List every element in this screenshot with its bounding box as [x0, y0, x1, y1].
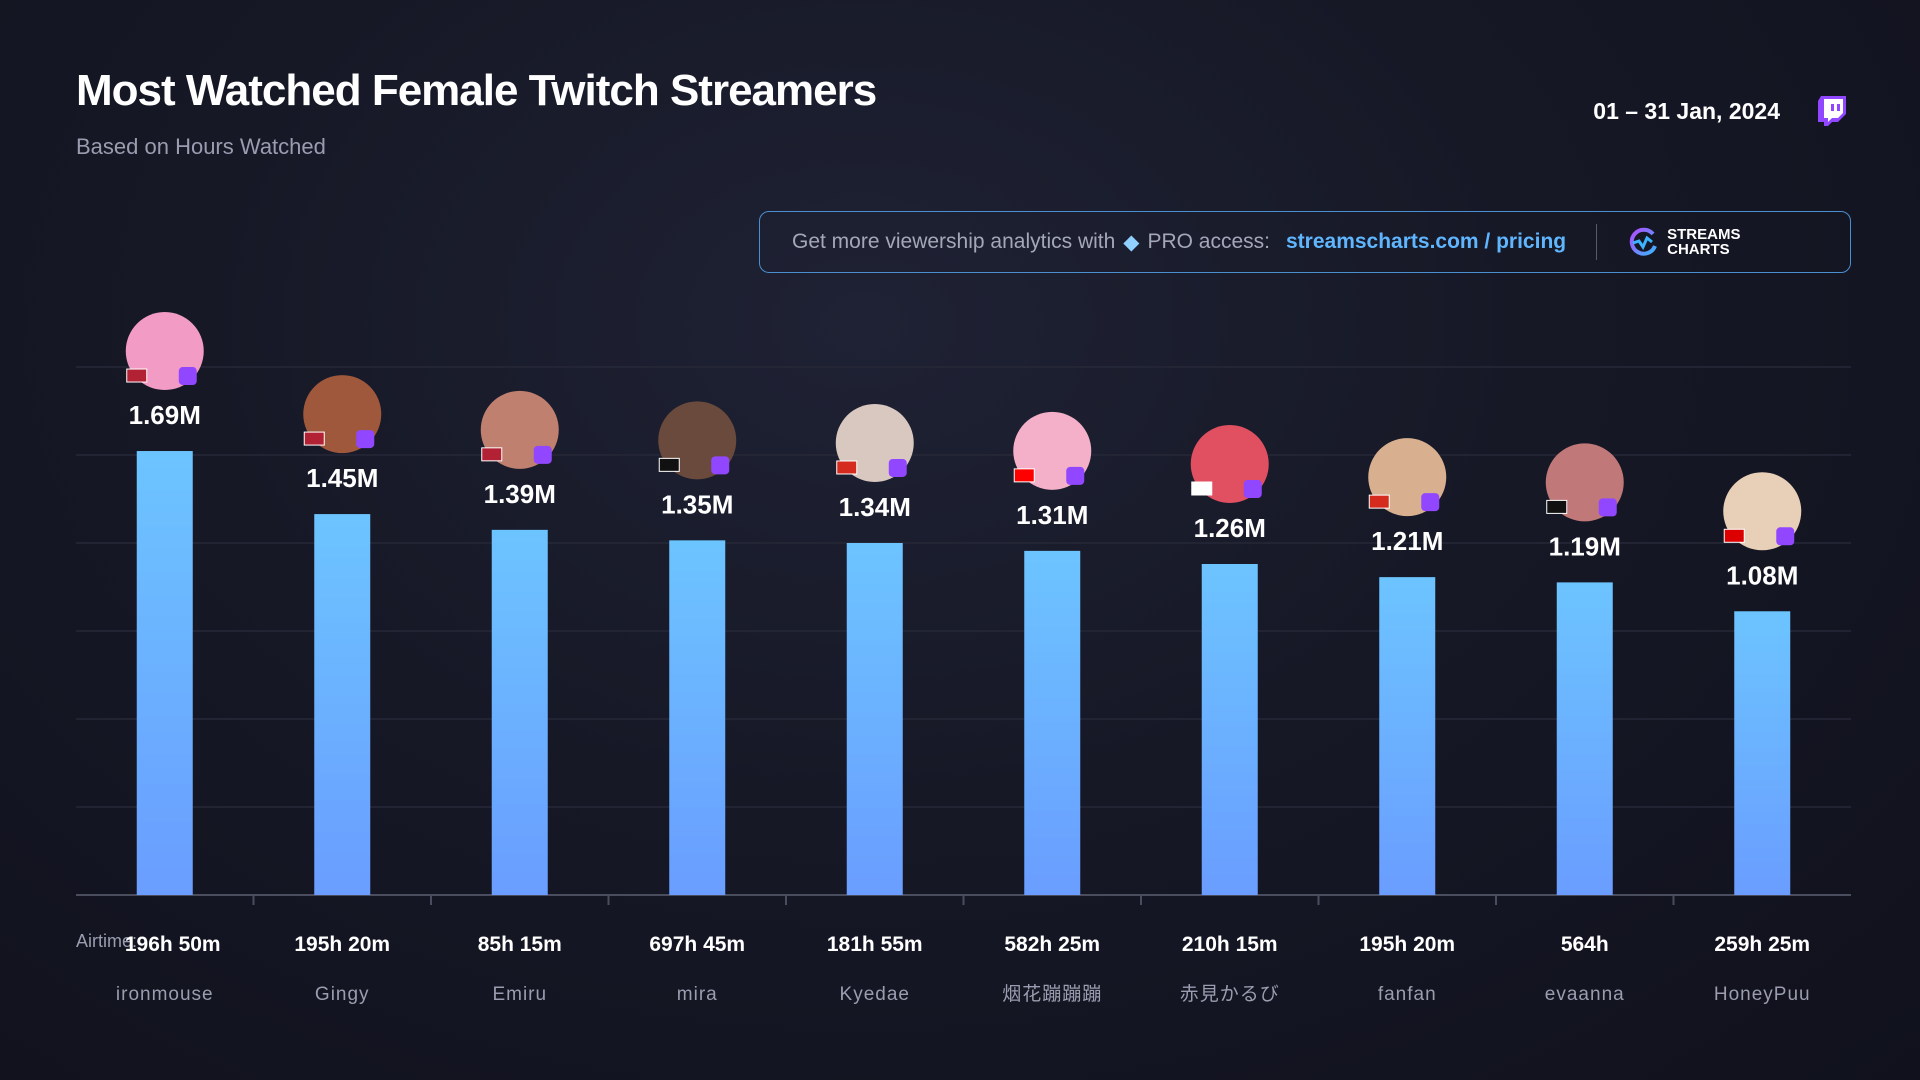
- value-label: 1.19M: [1549, 531, 1621, 561]
- streams-charts-logo: STREAMS CHARTS: [1627, 226, 1740, 258]
- category-label: 赤見かるび: [1180, 983, 1280, 1005]
- twitch-icon: [1818, 96, 1846, 126]
- logo-line2: CHARTS: [1667, 241, 1730, 258]
- value-label: 1.69M: [129, 400, 201, 430]
- category-label: 烟花蹦蹦蹦: [1002, 983, 1102, 1005]
- flag-icon: [1723, 528, 1745, 543]
- flag-icon: [303, 431, 325, 446]
- flag-icon: [1013, 468, 1035, 483]
- twitch-badge-icon: [888, 458, 907, 477]
- date-range: 01 – 31 Jan, 2024: [1593, 98, 1780, 124]
- bar-HoneyPuu[interactable]: [1734, 611, 1791, 895]
- airtime-value: 195h 20m: [294, 933, 390, 956]
- page-title: Most Watched Female Twitch Streamers: [76, 66, 877, 115]
- value-label: 1.31M: [1016, 500, 1088, 530]
- category-label: Kyedae: [840, 984, 910, 1005]
- airtime-value: 259h 25m: [1714, 933, 1810, 956]
- flag-icon: [1368, 494, 1390, 509]
- bar-赤見かるび[interactable]: [1201, 563, 1258, 895]
- airtime-value: 85h 15m: [478, 933, 562, 956]
- bar-fanfan[interactable]: [1379, 577, 1436, 895]
- category-label: evaanna: [1545, 984, 1625, 1005]
- category-label: mira: [677, 984, 718, 1005]
- airtime-value: 582h 25m: [1004, 933, 1100, 956]
- bar-Gingy[interactable]: [314, 514, 371, 895]
- value-label: 1.45M: [306, 463, 378, 493]
- pro-banner[interactable]: Get more viewership analytics with ◆ PRO…: [759, 211, 1851, 273]
- twitch-badge-icon: [356, 430, 375, 449]
- category-label: ironmouse: [116, 984, 214, 1005]
- twitch-badge-icon: [1776, 527, 1795, 546]
- category-label: Gingy: [315, 984, 370, 1005]
- divider: [1596, 224, 1598, 260]
- airtime-value: 564h: [1561, 933, 1609, 956]
- flag-icon: [1546, 499, 1568, 514]
- value-label: 1.35M: [661, 489, 733, 519]
- diamond-icon: ◆: [1123, 230, 1140, 254]
- airtime-value: 196h 50m: [125, 933, 221, 956]
- category-label: Emiru: [492, 984, 547, 1005]
- bar-mira[interactable]: [669, 540, 726, 895]
- airtime-value: 210h 15m: [1182, 933, 1278, 956]
- value-label: 1.26M: [1194, 513, 1266, 543]
- airtime-value: 181h 55m: [827, 933, 923, 956]
- bar-烟花蹦蹦蹦[interactable]: [1024, 550, 1081, 895]
- category-label: HoneyPuu: [1714, 984, 1811, 1005]
- value-label: 1.39M: [484, 479, 556, 509]
- flag-icon: [126, 368, 148, 383]
- value-label: 1.21M: [1371, 526, 1443, 556]
- twitch-badge-icon: [533, 445, 552, 464]
- twitch-badge-icon: [1243, 479, 1262, 498]
- flag-icon: [481, 447, 503, 462]
- bar-ironmouse[interactable]: [136, 451, 193, 895]
- page-subtitle: Based on Hours Watched: [76, 134, 326, 159]
- streams-charts-logo-icon: [1629, 227, 1657, 256]
- banner-text: Get more viewership analytics with: [792, 230, 1116, 253]
- twitch-badge-icon: [711, 456, 730, 475]
- logo-line1: STREAMS: [1667, 226, 1741, 243]
- bar-Kyedae[interactable]: [846, 542, 903, 895]
- bar-Emiru[interactable]: [491, 529, 548, 895]
- pricing-link[interactable]: streamscharts.com / pricing: [1286, 230, 1567, 253]
- flag-icon: [658, 457, 680, 472]
- value-label: 1.08M: [1726, 560, 1798, 590]
- twitch-badge-icon: [1421, 493, 1440, 512]
- category-label: fanfan: [1378, 984, 1437, 1005]
- airtime-value: 195h 20m: [1359, 933, 1455, 956]
- airtime-label: Airtime:: [76, 931, 138, 951]
- value-label: 1.34M: [839, 492, 911, 522]
- twitch-badge-icon: [178, 367, 197, 386]
- banner-pro: PRO access:: [1147, 230, 1270, 253]
- bar-evaanna[interactable]: [1556, 582, 1613, 895]
- flag-icon: [836, 460, 858, 475]
- flag-icon: [1191, 481, 1213, 496]
- airtime-value: 697h 45m: [649, 933, 745, 956]
- twitch-badge-icon: [1066, 466, 1085, 485]
- twitch-badge-icon: [1598, 498, 1617, 517]
